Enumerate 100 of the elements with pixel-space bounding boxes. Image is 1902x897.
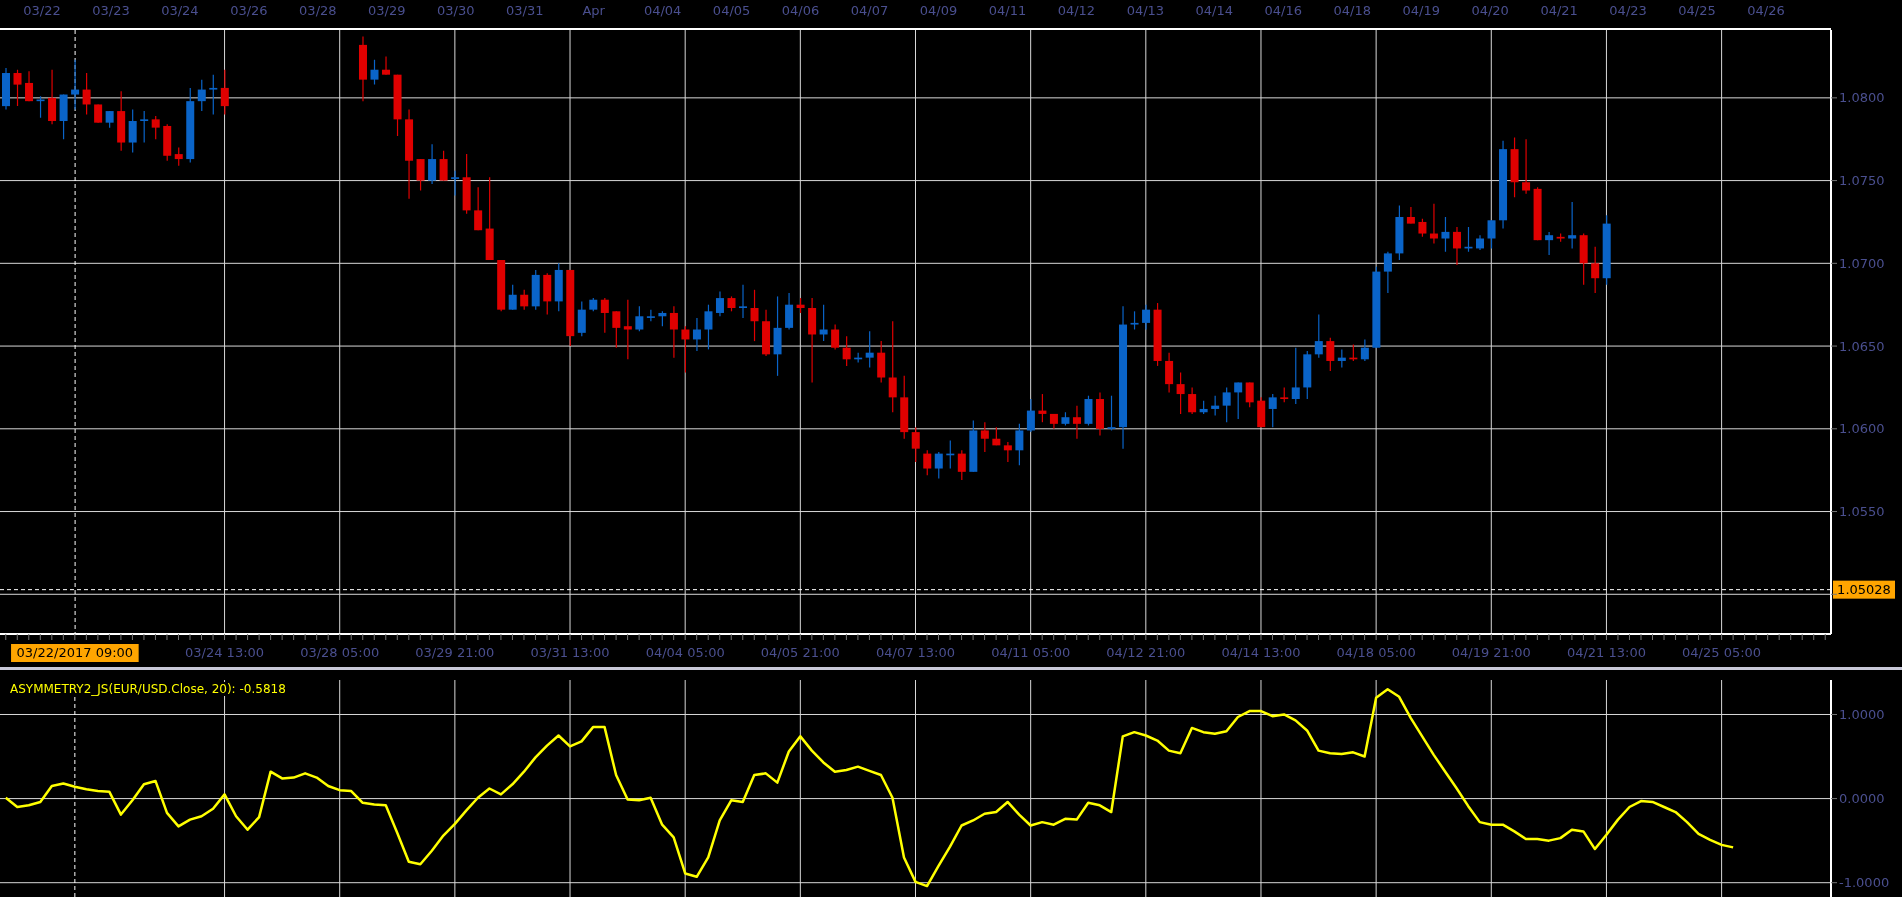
- candlestick: [715, 290, 724, 317]
- candlestick: [739, 284, 748, 319]
- text: 03/22: [23, 3, 61, 18]
- x-tick-label: 04/07 13:00: [875, 645, 956, 660]
- candlestick: [1026, 398, 1035, 433]
- candlestick: [71, 59, 80, 111]
- text: 03/23: [92, 3, 130, 18]
- candlestick: [82, 72, 91, 115]
- text: 04/09: [919, 3, 958, 18]
- y-tick-label: 1.0750: [1839, 173, 1885, 189]
- candlestick: [957, 449, 966, 481]
- candlestick: [646, 309, 655, 322]
- candlestick: [1383, 251, 1392, 294]
- candlestick: [750, 289, 759, 342]
- x-tick-label: 03/31 13:00: [530, 645, 610, 660]
- text: 04/13: [1126, 3, 1165, 18]
- candlestick: [1429, 203, 1438, 245]
- candlestick: [94, 103, 103, 124]
- candlestick: [1418, 218, 1427, 238]
- candlestick: [865, 330, 874, 369]
- y-tick-label: 1.0650: [1839, 338, 1885, 354]
- x-tick-label: 04/25 05:00: [1682, 645, 1762, 660]
- candlestick: [600, 297, 609, 334]
- candlestick: [1326, 337, 1335, 372]
- candlestick: [692, 317, 701, 352]
- candlestick: [1188, 386, 1197, 415]
- x-tick-label: 04/05 21:00: [760, 645, 840, 660]
- candlestick: [1245, 381, 1254, 408]
- text: 03/24: [161, 3, 199, 18]
- candlestick: [520, 289, 529, 311]
- candlestick: [911, 426, 920, 463]
- x-tick-label: 03/28 05:00: [300, 645, 380, 660]
- candlestick: [140, 110, 149, 144]
- x-tick-label: 04/04 05:00: [645, 645, 725, 660]
- text: Apr: [582, 3, 605, 18]
- y-tick-label: 1.0700: [1839, 255, 1885, 271]
- x-tick-label: 03/22/2017 09:00: [16, 645, 134, 660]
- text: 04/19: [1402, 3, 1440, 18]
- text: 04/04: [643, 3, 682, 18]
- text: 04/21: [1540, 3, 1578, 18]
- candlestick: [980, 421, 989, 453]
- text: 04/20: [1471, 3, 1509, 18]
- text: 04/23: [1609, 3, 1647, 18]
- candlestick: [1406, 206, 1415, 225]
- candlestick: [669, 305, 678, 359]
- candlestick: [370, 59, 379, 86]
- text: 04/05: [712, 3, 751, 18]
- candlestick: [1072, 405, 1081, 440]
- x-tick-label: 03/24 13:00: [185, 645, 265, 660]
- candlestick: [220, 69, 229, 115]
- candlestick: [1522, 138, 1531, 195]
- y-tick-label: 1.0800: [1839, 90, 1885, 106]
- x-tick-label: 04/19 21:00: [1451, 645, 1531, 660]
- candlestick: [1142, 304, 1151, 331]
- candlestick: [48, 69, 57, 125]
- text: 04/18: [1333, 3, 1371, 18]
- candlestick: [1545, 231, 1554, 256]
- text: 03/31: [505, 3, 544, 18]
- candlestick: [934, 451, 943, 480]
- candlestick: [1211, 395, 1220, 417]
- text: 04/11: [988, 3, 1027, 18]
- candlestick: [25, 70, 34, 102]
- candlestick: [623, 299, 632, 360]
- candlestick: [842, 335, 851, 367]
- y-tick-label: -1.0000: [1839, 875, 1890, 891]
- candlestick: [508, 284, 517, 311]
- x-tick-label: 04/14 13:00: [1221, 645, 1301, 660]
- ref-line-label: 1.05028: [1837, 581, 1891, 597]
- candlestick: [1015, 423, 1024, 466]
- candlestick: [681, 325, 690, 374]
- candlestick: [1222, 386, 1231, 423]
- text: 04/07: [850, 3, 889, 18]
- candlestick: [209, 74, 218, 115]
- candlestick: [1441, 216, 1450, 253]
- x-tick-label: 04/12 21:00: [1106, 645, 1186, 660]
- candlestick: [1165, 352, 1174, 393]
- candlestick: [416, 158, 425, 192]
- candlestick: [428, 143, 437, 185]
- candlestick: [439, 150, 448, 182]
- y-tick-label: 1.0000: [1839, 707, 1885, 723]
- candlestick: [151, 115, 160, 140]
- x-tick-label: 03/29 21:00: [415, 645, 495, 660]
- text: 04/25: [1678, 3, 1716, 18]
- candlestick: [1291, 347, 1300, 405]
- candlestick: [1591, 246, 1600, 294]
- y-tick-label: 1.0600: [1839, 421, 1885, 437]
- candlestick: [1452, 226, 1461, 266]
- text: 03/30: [437, 3, 475, 18]
- candlestick: [704, 304, 713, 350]
- candlestick: [1268, 393, 1277, 428]
- chart-title: ASYMMETRY2_JS(EUR/USD.Close, 20): -0.5818: [8, 682, 288, 696]
- text: 04/14: [1195, 3, 1234, 18]
- x-tick-label: 04/11 05:00: [991, 645, 1071, 660]
- candlestick: [577, 300, 586, 337]
- candlestick: [1314, 314, 1323, 359]
- candlestick: [785, 292, 794, 331]
- candlestick: [1360, 338, 1369, 362]
- candlestick: [1234, 381, 1243, 420]
- candlestick: [612, 310, 621, 349]
- candlestick: [1568, 201, 1577, 250]
